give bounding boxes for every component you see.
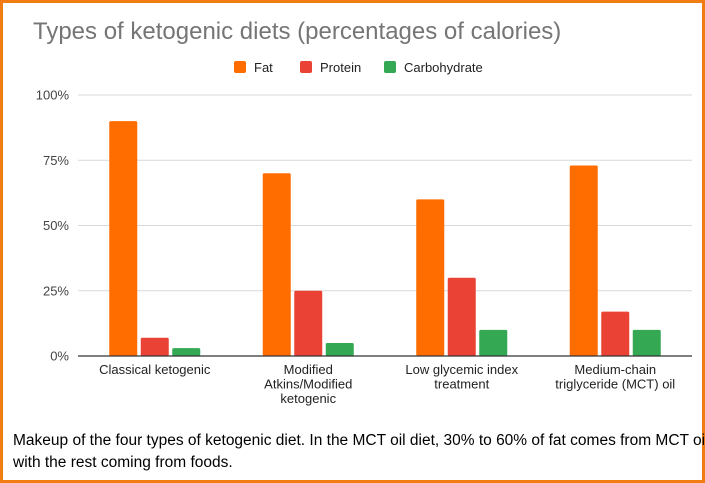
x-category-label: Medium-chain triglyceride (MCT) oil (555, 362, 675, 392)
y-tick-label: 100% (36, 88, 70, 103)
y-tick-label: 50% (43, 218, 69, 233)
y-tick-label: 25% (43, 283, 69, 298)
x-category-label-line: treatment (434, 377, 489, 392)
bar-fat (109, 121, 138, 356)
legend-label-carbohydrate: Carbohydrate (404, 59, 483, 75)
x-category-label-line: Atkins/Modified (264, 377, 352, 392)
x-category-label-line: triglyceride (MCT) oil (555, 377, 675, 392)
caption-line-2: with the rest coming from foods. (13, 454, 233, 471)
legend-swatch-carbohydrate (384, 61, 396, 73)
chart-title: Types of ketogenic diets (percentages of… (33, 18, 562, 45)
legend-swatch-fat (234, 61, 246, 73)
x-category-label: Low glycemic index treatment (405, 362, 518, 392)
bar-protein (294, 290, 323, 356)
legend-item-fat: Fat (234, 58, 273, 76)
bar-protein (140, 337, 169, 356)
bar-fat (416, 199, 445, 356)
bar-protein (447, 277, 476, 356)
x-category-label: Modified Atkins/Modified ketogenic (264, 362, 352, 406)
y-tick-label: 0% (50, 349, 69, 364)
legend-item-carbohydrate: Carbohydrate (384, 58, 483, 76)
x-category-label: Classical ketogenic (99, 362, 211, 377)
chart-legend: Fat Protein Carbohydrate (0, 58, 705, 76)
bar-fat (262, 173, 291, 356)
bar-fat (569, 165, 598, 356)
bar-protein (601, 311, 630, 356)
bar-carbohydrate (325, 342, 354, 356)
x-category-label-line: Medium-chain (574, 362, 656, 377)
x-category-label-line: Modified (284, 362, 333, 377)
bar-carbohydrate (479, 329, 508, 356)
bar-carbohydrate (172, 348, 201, 356)
bar-chart-plot: 0% 25% 50% 75% 100% Classical ketogenic Modifi… (36, 88, 692, 406)
x-category-label-line: ketogenic (280, 391, 336, 406)
y-tick-label: 75% (43, 153, 69, 168)
x-category-label-line: Classical ketogenic (99, 362, 211, 377)
legend-label-protein: Protein (320, 59, 362, 75)
x-category-label-line: Low glycemic index (405, 362, 518, 377)
legend-item-protein: Protein (300, 58, 361, 76)
legend-label-fat: Fat (254, 59, 273, 75)
legend-swatch-protein (300, 61, 312, 73)
caption-line-1: Makeup of the four types of ketogenic di… (13, 432, 705, 449)
bar-carbohydrate (632, 329, 661, 356)
figure-caption: Makeup of the four types of ketogenic di… (13, 430, 705, 474)
